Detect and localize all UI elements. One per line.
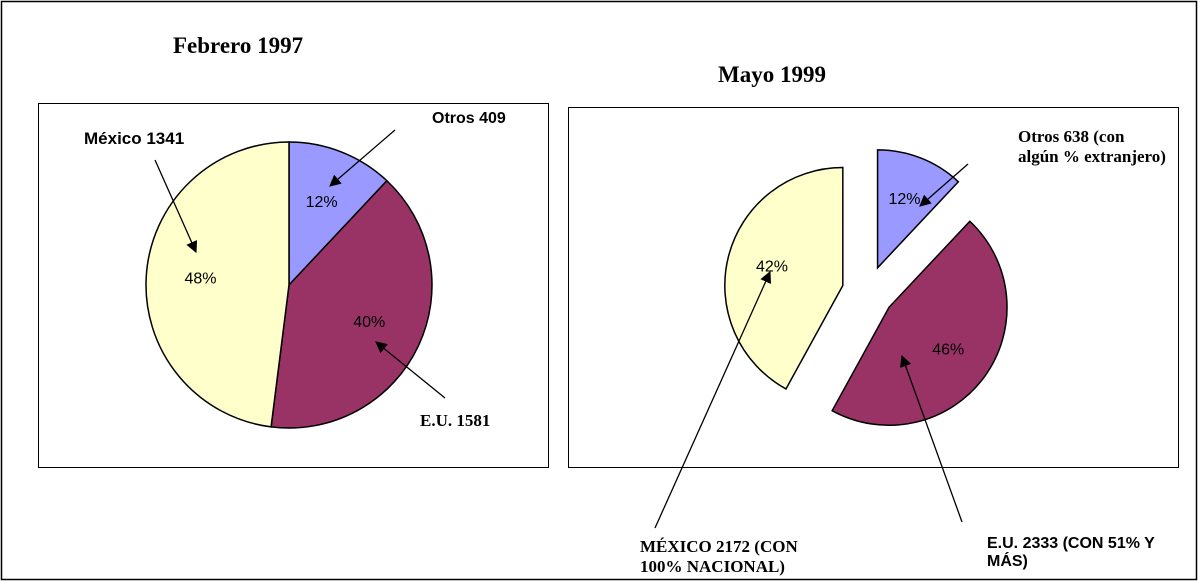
slice-label: 12%: [306, 194, 338, 211]
pie-slice: [876, 149, 960, 270]
pie-slice: [831, 220, 1008, 426]
category-label: E.U. 2333 (CON 51% Y MÁS): [987, 535, 1155, 571]
pie-slice: [724, 166, 844, 390]
plot-box: [38, 103, 549, 468]
pie-slice: [145, 141, 290, 428]
slice-label: 42%: [756, 259, 788, 276]
chart-title: Febrero 1997: [173, 33, 304, 58]
category-label: México 1341: [80, 127, 215, 153]
leader-arrow: [154, 159, 198, 254]
leader-arrow: [329, 129, 396, 187]
slice-label: 40%: [353, 314, 385, 331]
pie-slice: [270, 179, 433, 429]
leader-arrow: [900, 354, 963, 523]
category-label: Otros 638 (con algún % extranjero): [1018, 127, 1166, 166]
leader-arrow: [375, 341, 446, 399]
slice-label: 48%: [184, 271, 216, 288]
category-label: MÉXICO 2172 (CON 100% NACIONAL): [640, 537, 798, 576]
category-label: Otros 409: [432, 110, 506, 127]
leader-arrow: [919, 163, 969, 207]
chart-title: Mayo 1999: [718, 62, 826, 87]
plot-box: [568, 107, 1179, 468]
leader-arrow: [654, 270, 772, 529]
slice-label: 12%: [888, 191, 920, 208]
category-label: E.U. 1581: [420, 411, 491, 430]
slice-label: 46%: [932, 342, 964, 359]
pie-slice: [288, 141, 388, 287]
